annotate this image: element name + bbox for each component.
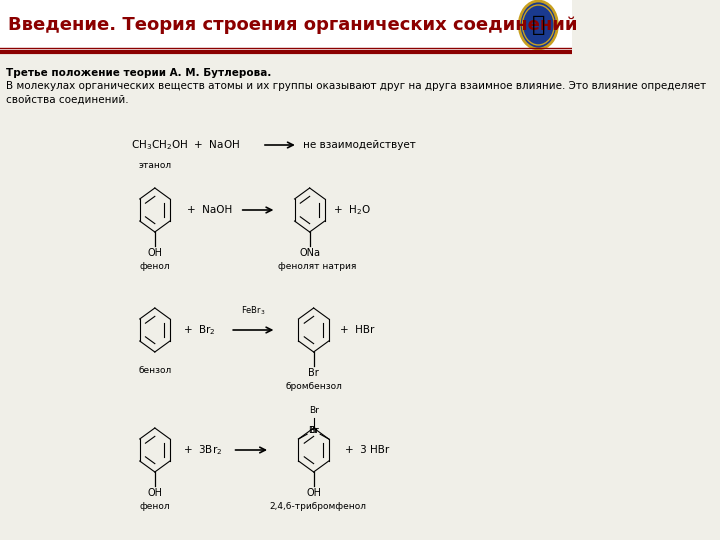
Text: Br: Br (310, 426, 319, 435)
Text: OH: OH (148, 248, 162, 258)
Circle shape (523, 5, 554, 45)
Text: Br: Br (308, 426, 318, 435)
Text: бромбензол: бромбензол (285, 382, 342, 391)
Text: Br: Br (309, 406, 318, 415)
Text: фенолят натрия: фенолят натрия (279, 262, 357, 271)
Text: ONa: ONa (299, 248, 320, 258)
Text: +  HBr: + HBr (340, 325, 374, 335)
Text: +  3$\mathregular{Br_2}$: + 3$\mathregular{Br_2}$ (183, 443, 222, 457)
Text: Введение. Теория строения органических соединений: Введение. Теория строения органических с… (8, 16, 577, 34)
Text: OH: OH (306, 488, 321, 498)
Circle shape (519, 1, 557, 49)
Text: +  NaOH: + NaOH (186, 205, 232, 215)
Text: фенол: фенол (140, 262, 170, 271)
Text: +  $\mathregular{Br_2}$: + $\mathregular{Br_2}$ (183, 323, 215, 337)
Text: $\mathregular{CH_3CH_2OH}$  +  NaOH: $\mathregular{CH_3CH_2OH}$ + NaOH (131, 138, 240, 152)
Text: +  $\mathregular{H_2O}$: + $\mathregular{H_2O}$ (333, 203, 372, 217)
Bar (0, 0, 572, 50)
Text: +  3 HBr: + 3 HBr (346, 445, 390, 455)
Text: Br: Br (308, 368, 319, 378)
Text: этанол: этанол (138, 161, 171, 170)
Text: В молекулах органических веществ атомы и их группы оказывают друг на друга взаим: В молекулах органических веществ атомы и… (6, 81, 706, 105)
Text: бензол: бензол (138, 366, 171, 375)
Text: 🌍: 🌍 (531, 15, 545, 35)
Text: 2,4,6-трибромфенол: 2,4,6-трибромфенол (269, 502, 366, 511)
Text: фенол: фенол (140, 502, 170, 511)
Text: OH: OH (148, 488, 162, 498)
Text: Третье положение теории А. М. Бутлерова.: Третье положение теории А. М. Бутлерова. (6, 68, 271, 78)
Text: не взаимодействует: не взаимодействует (303, 140, 416, 150)
Text: $\mathregular{FeBr_3}$: $\mathregular{FeBr_3}$ (241, 305, 266, 317)
